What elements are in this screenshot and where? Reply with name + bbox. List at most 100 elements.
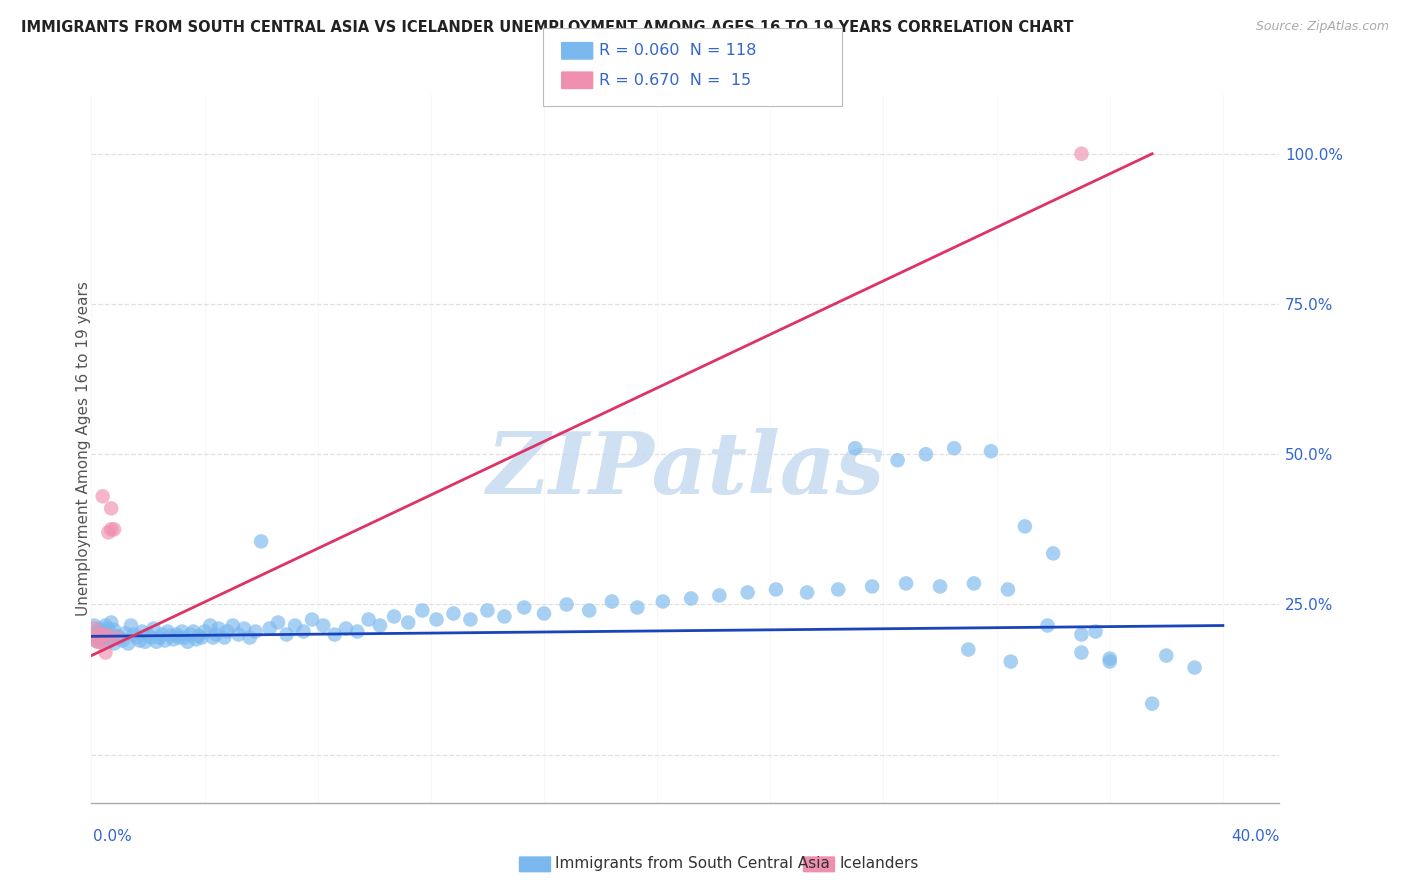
Point xyxy=(134,634,156,648)
Text: Immigrants from South Central Asia: Immigrants from South Central Asia xyxy=(555,856,831,871)
Point xyxy=(827,582,849,597)
Point xyxy=(1036,618,1059,632)
Point xyxy=(533,607,555,621)
Point xyxy=(89,627,111,641)
Point xyxy=(103,623,125,637)
Point xyxy=(460,613,482,627)
Point xyxy=(97,634,120,648)
Point xyxy=(193,624,215,639)
Point xyxy=(108,631,131,645)
Point xyxy=(943,442,966,456)
Point xyxy=(357,613,380,627)
Point xyxy=(709,589,731,603)
Point xyxy=(94,618,117,632)
Point xyxy=(494,609,516,624)
Point xyxy=(335,622,357,636)
Point xyxy=(886,453,908,467)
Text: R = 0.670  N =  15: R = 0.670 N = 15 xyxy=(599,73,751,87)
Point xyxy=(83,622,105,636)
Point xyxy=(250,534,273,549)
Point xyxy=(368,618,391,632)
Point xyxy=(87,631,110,645)
Point xyxy=(173,631,195,645)
Point xyxy=(929,579,952,593)
Point xyxy=(844,442,866,456)
Point xyxy=(239,631,262,645)
Point xyxy=(139,631,162,645)
Point xyxy=(222,618,245,632)
Text: 40.0%: 40.0% xyxy=(1232,830,1279,844)
Text: 0.0%: 0.0% xyxy=(93,830,132,844)
Point xyxy=(1184,660,1206,674)
Point xyxy=(765,582,787,597)
Point xyxy=(651,594,673,608)
Point xyxy=(980,444,1002,458)
Point xyxy=(1070,646,1092,660)
Point xyxy=(860,579,883,593)
Point xyxy=(997,582,1019,597)
Point xyxy=(411,603,433,617)
Point xyxy=(90,629,112,643)
Point xyxy=(626,600,648,615)
Text: Source: ZipAtlas.com: Source: ZipAtlas.com xyxy=(1256,20,1389,33)
Point xyxy=(555,598,578,612)
Point xyxy=(103,522,125,536)
Point xyxy=(84,633,107,648)
Text: R = 0.060  N = 118: R = 0.060 N = 118 xyxy=(599,44,756,58)
Point xyxy=(323,627,346,641)
Point xyxy=(94,627,117,641)
Point xyxy=(97,631,120,645)
Point xyxy=(963,576,986,591)
Point xyxy=(915,447,938,461)
Point xyxy=(131,624,153,639)
Point xyxy=(83,631,105,645)
Point xyxy=(181,624,204,639)
Point xyxy=(162,632,184,647)
Point xyxy=(1156,648,1178,663)
Point xyxy=(894,576,917,591)
Point xyxy=(208,622,231,636)
Point xyxy=(1098,655,1121,669)
Point xyxy=(1000,655,1022,669)
Point xyxy=(202,631,225,645)
Point xyxy=(136,627,159,641)
Point xyxy=(100,615,122,630)
Point xyxy=(100,522,122,536)
Point xyxy=(1042,546,1064,560)
Point xyxy=(117,636,139,650)
Point xyxy=(89,634,111,648)
Point xyxy=(1070,627,1092,641)
Point xyxy=(100,631,122,645)
Point xyxy=(125,631,148,645)
Point xyxy=(122,627,145,641)
Point xyxy=(94,646,117,660)
Point xyxy=(86,624,108,639)
Point xyxy=(148,631,170,645)
Text: ZIPatlas: ZIPatlas xyxy=(486,428,884,511)
Point xyxy=(159,629,181,643)
Point xyxy=(259,622,281,636)
Point xyxy=(86,634,108,648)
Point xyxy=(1014,519,1036,533)
Point xyxy=(284,618,307,632)
Point xyxy=(443,607,465,621)
Point xyxy=(292,624,315,639)
Point xyxy=(796,585,818,599)
Point xyxy=(267,615,290,630)
Point xyxy=(681,591,703,606)
Point xyxy=(91,632,114,647)
Point xyxy=(205,627,228,641)
Point xyxy=(128,633,150,648)
Point xyxy=(513,600,536,615)
Point xyxy=(150,627,173,641)
Point xyxy=(217,624,239,639)
Point xyxy=(312,618,335,632)
Point xyxy=(184,632,207,647)
Point xyxy=(89,622,111,636)
Point xyxy=(425,613,447,627)
Point xyxy=(156,624,179,639)
Point xyxy=(120,618,142,632)
Point xyxy=(153,633,176,648)
Point xyxy=(214,631,236,645)
Point xyxy=(97,622,120,636)
